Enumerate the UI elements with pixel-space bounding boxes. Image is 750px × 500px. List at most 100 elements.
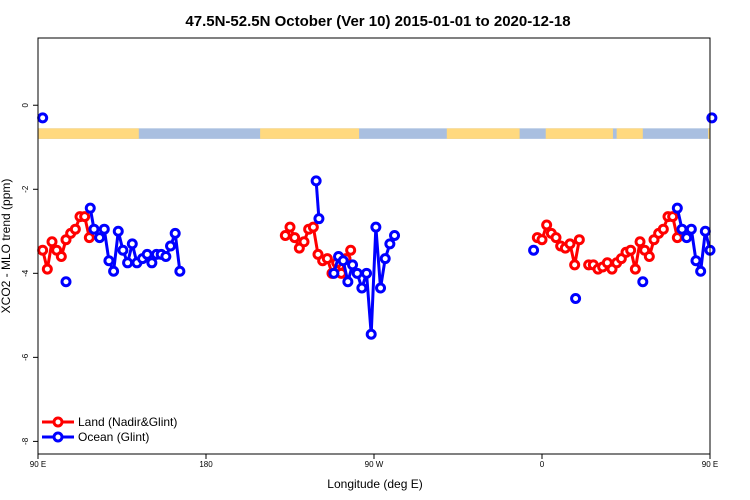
- ocean-data-point: [676, 223, 688, 235]
- y-tick-label: -8: [21, 437, 30, 445]
- ocean-data-point: [169, 227, 181, 239]
- ocean-data-point: [103, 255, 115, 267]
- ocean-data-point: [637, 276, 649, 288]
- ocean-data-point: [328, 267, 340, 279]
- land-data-point: [667, 211, 679, 223]
- ocean-data-point: [84, 202, 96, 214]
- ocean-data-point: [370, 221, 382, 233]
- ocean-data-point: [122, 257, 134, 269]
- ocean-data-point: [347, 259, 359, 271]
- chart-title: 47.5N-52.5N October (Ver 10) 2015-01-01 …: [185, 13, 570, 30]
- ocean-band: [38, 128, 710, 139]
- ocean-data-point: [98, 223, 110, 235]
- ocean-data-point: [313, 213, 325, 225]
- land-band: [545, 128, 613, 139]
- ocean-data-point: [375, 282, 387, 294]
- ocean-data-point: [342, 276, 354, 288]
- ocean-data-point: [112, 225, 124, 237]
- ocean-data-point: [108, 265, 120, 277]
- x-tick-label: 90 E: [30, 460, 46, 469]
- ocean-data-point: [351, 267, 363, 279]
- land-data-point: [321, 253, 333, 265]
- ocean-data-point: [695, 265, 707, 277]
- y-axis-label: XCO2 - MLO trend (ppm): [0, 179, 13, 314]
- land-band: [616, 128, 643, 139]
- land-data-point: [550, 232, 562, 244]
- ocean-data-point: [337, 255, 349, 267]
- ocean-data-point: [126, 238, 138, 250]
- land-data-point: [55, 251, 67, 263]
- land-data-point: [83, 232, 95, 244]
- land-data-point: [69, 223, 81, 235]
- land-data-point: [298, 236, 310, 248]
- land-data-point: [643, 251, 655, 263]
- land-data-point: [569, 259, 581, 271]
- y-tick-label: -2: [21, 185, 30, 193]
- land-data-point: [657, 223, 669, 235]
- land-band: [708, 128, 710, 139]
- land-data-point: [625, 244, 637, 256]
- ocean-data-point: [37, 112, 49, 124]
- x-axis-label: Longitude (deg E): [327, 477, 422, 491]
- ocean-data-point: [706, 112, 718, 124]
- legend-land-label: Land (Nadir&Glint): [78, 415, 177, 429]
- axes: 90 E 180 90 W 0 90 E 0 -2 -4 -6 -8: [21, 102, 718, 469]
- land-data-point: [79, 211, 91, 223]
- ocean-data-point: [384, 238, 396, 250]
- land-data-point: [284, 221, 296, 233]
- land-data-point: [536, 234, 548, 246]
- ocean-data-point: [310, 175, 322, 187]
- ocean-data-point: [94, 232, 106, 244]
- land-data-point: [289, 232, 301, 244]
- land-data-point: [37, 244, 49, 256]
- land-ocean-strip: [38, 128, 710, 139]
- y-tick-label: -6: [21, 353, 30, 361]
- ocean-data-point: [117, 244, 129, 256]
- ocean-data-point: [699, 225, 711, 237]
- legend: Land (Nadir&Glint) Ocean (Glint): [42, 415, 177, 444]
- land-band: [260, 128, 360, 139]
- land-data-point: [629, 263, 641, 275]
- ocean-data-point: [681, 232, 693, 244]
- x-tick-label: 90 W: [365, 460, 384, 469]
- land-data-point: [345, 244, 357, 256]
- land-data-point: [541, 219, 553, 231]
- y-tick-label: -4: [21, 269, 30, 277]
- ocean-data-point: [356, 282, 368, 294]
- land-data-point: [573, 234, 585, 246]
- legend-ocean-marker: [52, 431, 64, 443]
- plot-frame: [37, 37, 711, 455]
- x-tick-label: 180: [199, 460, 213, 469]
- land-data-point: [307, 221, 319, 233]
- land-data-point: [41, 263, 53, 275]
- land-data-point: [564, 238, 576, 250]
- ocean-data-point: [174, 265, 186, 277]
- series-layer: [37, 112, 718, 340]
- ocean-data-point: [165, 240, 177, 252]
- ocean-data-point: [88, 223, 100, 235]
- ocean-data-point: [141, 248, 153, 260]
- ocean-data-point: [379, 253, 391, 265]
- ocean-data-point: [60, 276, 72, 288]
- land-data-point: [634, 236, 646, 248]
- ocean-data-point: [361, 267, 373, 279]
- legend-land-marker: [52, 416, 64, 428]
- land-data-point: [671, 232, 683, 244]
- land-band: [446, 128, 520, 139]
- ocean-data-point: [365, 328, 377, 340]
- land-band: [38, 128, 139, 139]
- ocean-data-point: [671, 202, 683, 214]
- x-tick-label: 90 E: [702, 460, 718, 469]
- ocean-data-point: [146, 257, 158, 269]
- ocean-data-point: [685, 223, 697, 235]
- ocean-series-line: [314, 180, 321, 219]
- land-data-point: [279, 229, 291, 241]
- legend-ocean-label: Ocean (Glint): [78, 430, 149, 444]
- y-tick-label: 0: [21, 102, 30, 107]
- ocean-data-point: [570, 293, 582, 305]
- ocean-data-point: [160, 251, 172, 263]
- x-tick-label: 0: [540, 460, 545, 469]
- land-data-point: [46, 236, 58, 248]
- ocean-data-point: [389, 229, 401, 241]
